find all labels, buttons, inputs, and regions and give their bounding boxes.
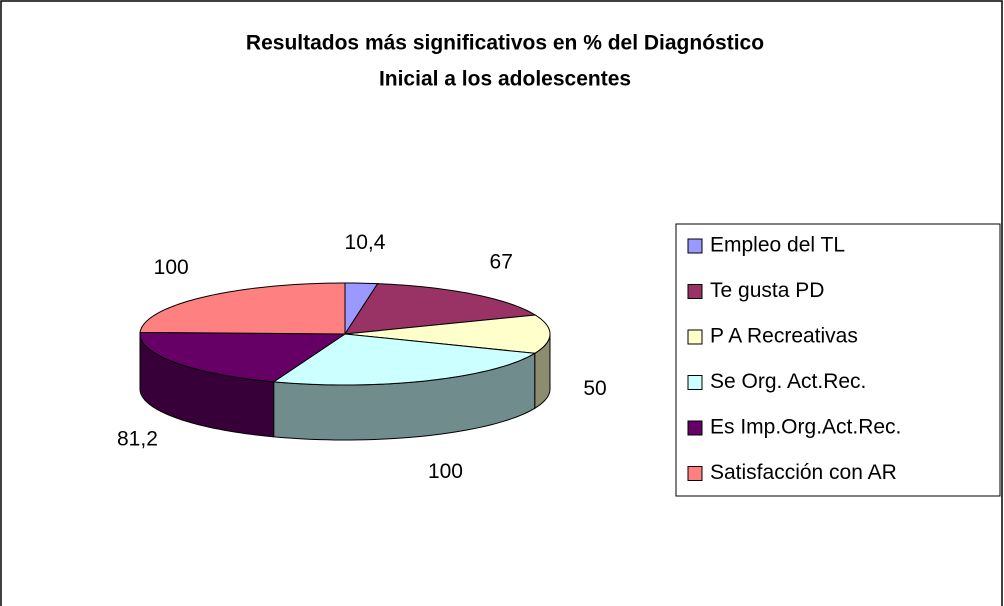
legend-label: Empleo del TL	[710, 234, 845, 257]
legend-swatch	[687, 466, 703, 481]
slice	[139, 331, 347, 383]
legend-swatch	[687, 329, 703, 345]
slice	[272, 333, 537, 386]
data-label: 67	[490, 251, 513, 274]
legend-swatch	[687, 375, 703, 390]
data-label: 10,4	[345, 231, 386, 254]
chart-title: Resultados más significativos en % del D…	[246, 32, 764, 55]
data-label: 100	[428, 460, 463, 483]
legend-label: Se Org. Act.Rec.	[710, 370, 866, 393]
legend-swatch	[687, 284, 703, 299]
chart-title: Inicial a los adolescentes	[379, 68, 631, 91]
legend-swatch	[687, 238, 703, 254]
legend-swatch	[687, 420, 703, 436]
data-label: 81,2	[117, 427, 158, 450]
legend	[675, 223, 1001, 497]
data-label: 100	[154, 256, 189, 279]
data-label: 50	[583, 377, 606, 400]
legend-label: Te gusta PD	[710, 279, 824, 302]
slice	[139, 282, 346, 335]
legend-label: Es Imp.Org.Act.Rec.	[710, 416, 901, 439]
slice	[344, 314, 551, 354]
legend-label: Satisfacción con AR	[710, 461, 897, 484]
legend-label: P A Recreativas	[710, 325, 858, 348]
slice	[344, 283, 537, 335]
